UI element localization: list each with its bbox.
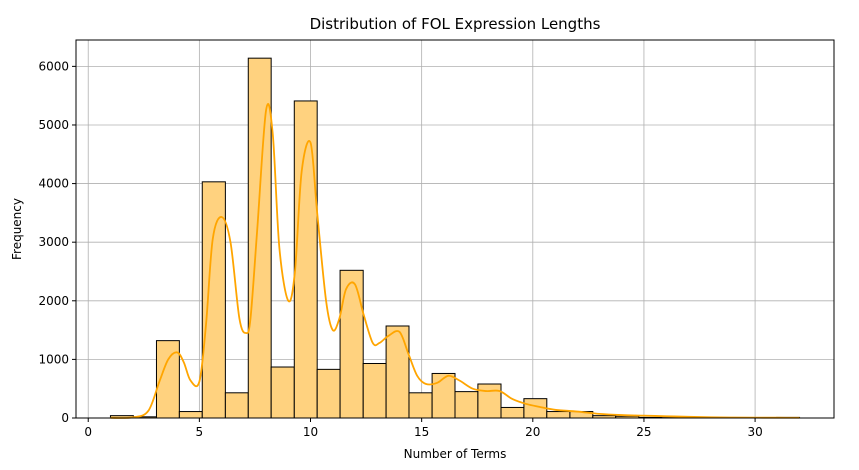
chart-title: Distribution of FOL Expression Lengths [310, 15, 601, 33]
histogram-bar [224, 392, 249, 419]
x-tick-label: 30 [747, 425, 762, 439]
kde-line [110, 103, 800, 419]
y-tick-label: 0 [61, 411, 69, 425]
histogram-bar [477, 383, 502, 419]
histogram-bar [362, 362, 387, 419]
histogram-bars [109, 57, 801, 419]
y-tick-label: 6000 [38, 59, 69, 73]
x-tick-label: 25 [636, 425, 651, 439]
histogram-bar [431, 372, 456, 419]
histogram-bar [546, 411, 571, 419]
histogram-bar [339, 269, 364, 419]
y-tick-label: 1000 [38, 352, 69, 366]
y-tick-label: 2000 [38, 294, 69, 308]
kde-curve-group [110, 103, 800, 419]
histogram-bar [385, 325, 410, 419]
x-tick-label: 10 [303, 425, 318, 439]
x-tick-label: 0 [84, 425, 92, 439]
histogram-bar [454, 391, 479, 419]
x-axis-ticks: 0 5 10 15 20 25 30 [84, 418, 763, 439]
y-tick-label: 4000 [38, 177, 69, 191]
x-tick-label: 20 [525, 425, 540, 439]
y-tick-label: 5000 [38, 118, 69, 132]
x-axis-label: Number of Terms [404, 447, 507, 461]
y-axis-ticks: 0 1000 2000 3000 4000 5000 6000 [38, 59, 76, 425]
histogram-bar [270, 366, 295, 419]
y-axis-label: Frequency [10, 198, 24, 260]
y-tick-label: 3000 [38, 235, 69, 249]
histogram-bar [178, 411, 203, 419]
x-tick-label: 15 [414, 425, 429, 439]
histogram-bar [247, 57, 272, 419]
x-tick-label: 5 [196, 425, 204, 439]
histogram-bar [408, 392, 433, 419]
plot-frame [75, 39, 835, 419]
histogram-bar [500, 406, 525, 419]
histogram-bar [316, 368, 341, 419]
